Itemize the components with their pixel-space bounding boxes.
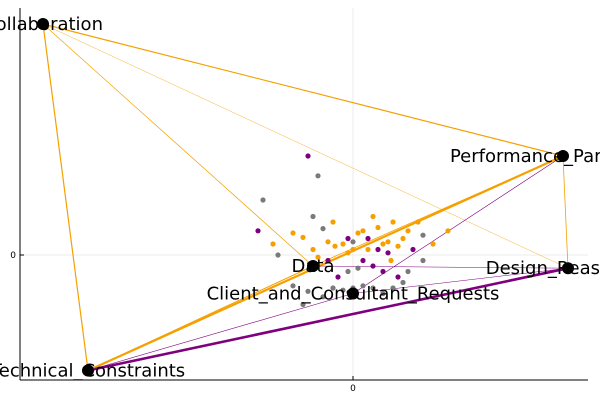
data-point (445, 228, 451, 234)
data-point (270, 241, 276, 247)
data-point (350, 239, 356, 245)
data-point (400, 235, 406, 242)
node-label-perf: Performance_Parameters (450, 146, 600, 167)
data-point (325, 257, 331, 264)
edge-collab-tech (42, 23, 89, 372)
data-point (345, 250, 351, 256)
data-point (355, 230, 361, 236)
data-point (390, 285, 396, 291)
data-point (410, 246, 416, 253)
edge-collab-data (42, 23, 314, 267)
data-point (335, 274, 341, 280)
data-point (380, 268, 386, 275)
data-point (305, 153, 311, 159)
edge-tech-client (87, 293, 354, 371)
data-point (345, 235, 351, 242)
data-point (332, 243, 338, 249)
data-point (375, 246, 381, 253)
data-point (395, 274, 401, 280)
data-point (390, 219, 396, 225)
data-point (355, 265, 361, 271)
node-tech (82, 364, 94, 377)
data-point (290, 230, 296, 236)
data-point (310, 213, 316, 220)
edge-perf-design (562, 155, 569, 269)
data-point (320, 226, 326, 232)
data-point (315, 254, 321, 260)
node-labels: Collaboration Performance_Parameters Data C… (0, 14, 600, 382)
data-point (310, 246, 316, 253)
node-design (562, 262, 574, 275)
edge-perf-client (352, 155, 564, 294)
nodes (37, 18, 574, 377)
x-tick-label: 0 (350, 384, 356, 394)
edge-design-data (312, 265, 569, 269)
data-point (388, 257, 394, 264)
data-point (320, 294, 326, 300)
data-point (360, 283, 366, 289)
grid-lines (20, 8, 588, 380)
node-client (347, 287, 359, 300)
data-point (380, 241, 386, 247)
node-collab (37, 18, 49, 30)
data-point (255, 228, 261, 234)
data-point (350, 246, 356, 253)
data-point (300, 234, 306, 240)
data-point (365, 235, 371, 242)
y-tick-label: 0 (10, 251, 16, 261)
data-point (405, 268, 411, 275)
data-point (365, 246, 371, 253)
data-point (405, 228, 411, 234)
data-point (380, 290, 386, 297)
data-point (340, 241, 346, 247)
data-point (275, 252, 281, 258)
data-point (305, 288, 311, 294)
data-point (420, 232, 426, 238)
axes (19, 8, 588, 381)
edge-collab-perf (42, 23, 564, 157)
data-point (260, 197, 266, 203)
data-point (300, 301, 306, 308)
node-data (307, 260, 319, 272)
data-point (385, 250, 391, 256)
node-perf (557, 150, 569, 162)
node-label-collab: Collaboration (0, 14, 103, 35)
data-point (370, 285, 376, 291)
data-point (375, 224, 381, 231)
data-point (430, 241, 436, 247)
data-point (415, 219, 421, 225)
edges (42, 23, 570, 372)
node-label-client: Client_and_Consultant_Requests (207, 284, 500, 305)
data-point (290, 283, 296, 289)
data-points (255, 153, 451, 308)
data-point (340, 287, 346, 293)
data-point (325, 239, 331, 245)
edge-tech-design (86, 266, 570, 372)
data-point (395, 243, 401, 249)
data-point (330, 285, 336, 291)
data-point (345, 268, 351, 275)
data-point (400, 279, 406, 286)
data-point (370, 263, 376, 269)
data-point (385, 239, 391, 245)
edge-tech-data (87, 265, 314, 371)
data-point (315, 173, 321, 179)
data-point (360, 257, 366, 264)
edge-collab-design (42, 23, 569, 269)
data-point (370, 213, 376, 220)
data-point (420, 257, 426, 264)
edge-tech-perf (86, 154, 565, 372)
data-point (360, 228, 366, 234)
node-label-data: Data (292, 256, 335, 277)
data-point (330, 219, 336, 225)
edge-design-client (352, 267, 569, 294)
node-label-tech: Technical_Constraints (0, 361, 185, 382)
node-label-design: Design_Reasoning (486, 258, 600, 279)
